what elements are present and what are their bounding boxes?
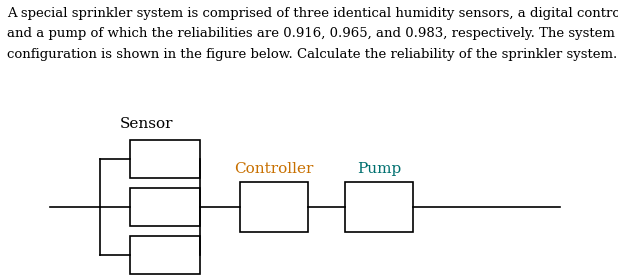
Bar	[345, 182, 413, 232]
Bar	[130, 236, 200, 274]
Bar	[240, 182, 308, 232]
Text: A special sprinkler system is comprised of three identical humidity sensors, a d: A special sprinkler system is comprised …	[7, 7, 618, 20]
Bar	[130, 188, 200, 226]
Bar	[130, 139, 200, 178]
Text: Controller: Controller	[234, 162, 314, 176]
Text: Sensor: Sensor	[120, 117, 174, 131]
Text: Pump: Pump	[357, 162, 401, 176]
Text: and a pump of which the reliabilities are 0.916, 0.965, and 0.983, respectively.: and a pump of which the reliabilities ar…	[7, 28, 616, 40]
Text: configuration is shown in the figure below. Calculate the reliability of the spr: configuration is shown in the figure bel…	[7, 48, 617, 61]
